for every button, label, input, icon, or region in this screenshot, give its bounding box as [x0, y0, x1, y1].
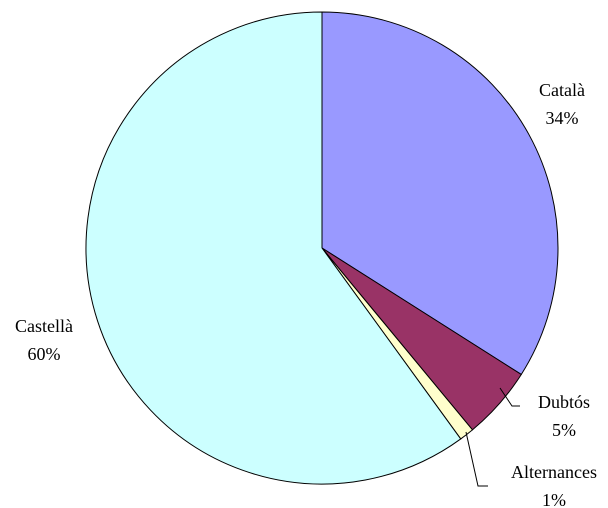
- data-label-category: Castellà: [15, 316, 73, 336]
- leader-line-alternances: [465, 431, 488, 487]
- data-label-percent: 5%: [552, 420, 576, 440]
- data-labels-layer: Català 34% Dubtós 5% Alternances 1% Castellà 60…: [15, 80, 597, 508]
- leader-lines-layer: [465, 387, 520, 487]
- pie-slice-castella: [85, 11, 462, 485]
- data-label-catala: Català 34%: [539, 80, 585, 128]
- data-label-percent: 34%: [546, 108, 579, 128]
- data-label-category: Català: [539, 80, 585, 100]
- slices-layer: [85, 11, 559, 485]
- data-label-percent: 60%: [28, 344, 61, 364]
- leader-line-dubtos: [499, 387, 520, 407]
- data-label-castella: Castellà 60%: [15, 316, 73, 364]
- data-label-dubtos: Dubtós 5%: [538, 392, 590, 440]
- data-label-percent: 1%: [542, 490, 566, 508]
- pie-slice-catala: [321, 11, 559, 376]
- data-label-category: Dubtós: [538, 392, 590, 412]
- data-label-category: Alternances: [511, 462, 597, 482]
- data-label-alternances: Alternances 1%: [511, 462, 597, 508]
